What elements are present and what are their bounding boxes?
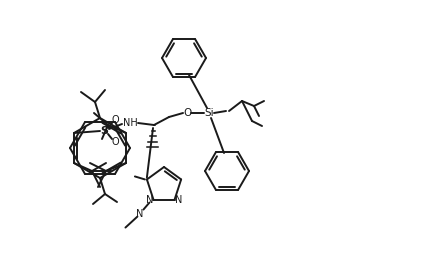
Text: S: S [100, 126, 108, 136]
Text: N: N [146, 195, 153, 205]
Text: O: O [111, 137, 119, 147]
Text: Si: Si [204, 108, 214, 118]
Text: N: N [136, 208, 143, 219]
Text: O: O [183, 108, 191, 118]
Text: N: N [175, 195, 182, 205]
Text: O: O [111, 115, 119, 125]
Text: NH: NH [123, 118, 138, 128]
